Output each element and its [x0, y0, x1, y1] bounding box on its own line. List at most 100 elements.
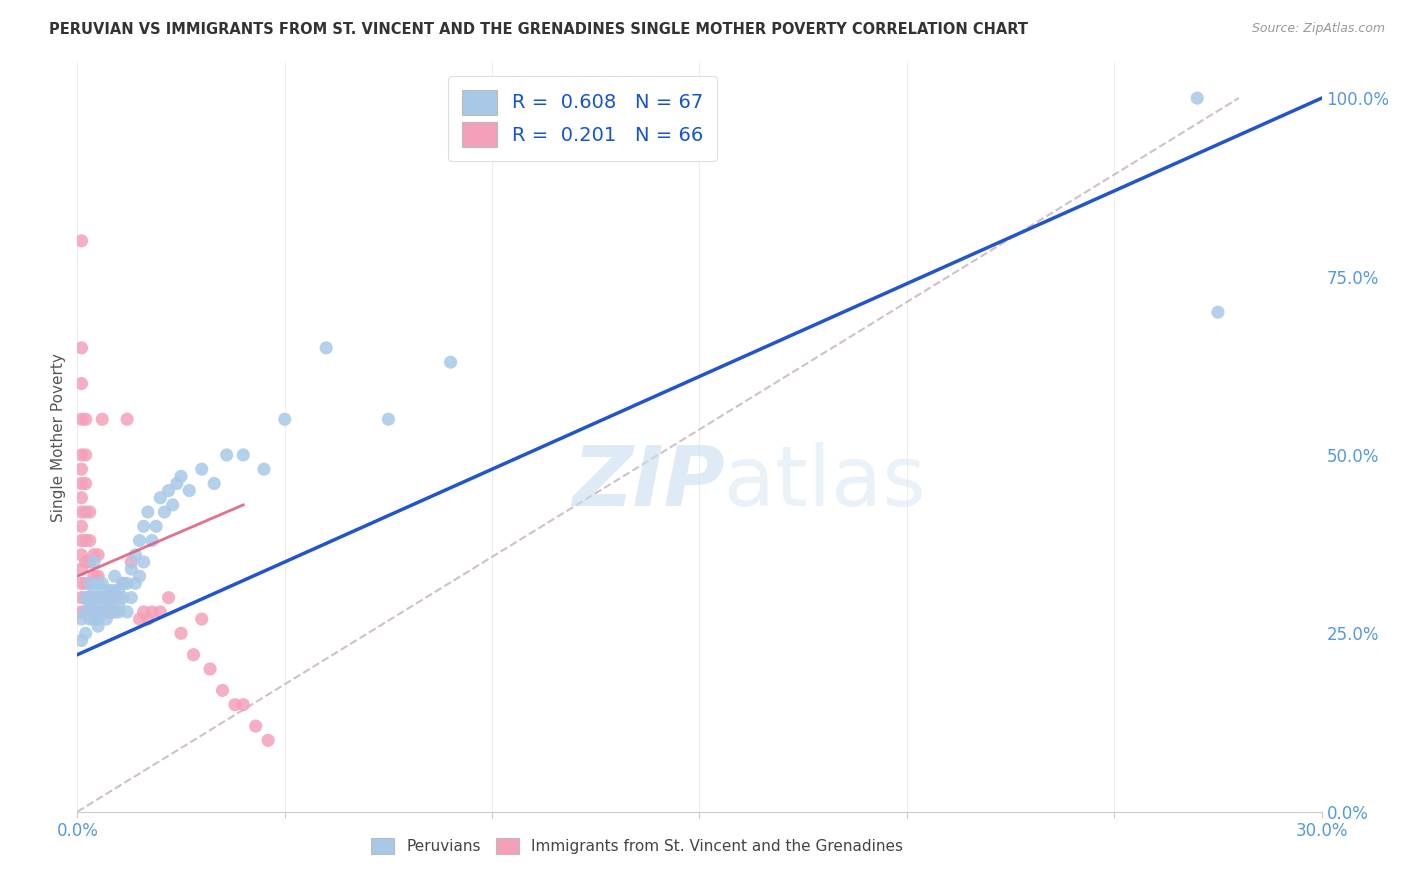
Point: [141, 605, 163, 619]
Point: [120, 555, 142, 569]
Point: [145, 519, 167, 533]
Point: [79, 598, 101, 612]
Point: [87, 576, 110, 591]
Point: [87, 605, 110, 619]
Point: [91, 591, 114, 605]
Point: [70, 376, 93, 391]
Text: Source: ZipAtlas.com: Source: ZipAtlas.com: [1251, 22, 1385, 36]
Point: [115, 576, 138, 591]
Point: [70, 548, 93, 562]
Point: [75, 605, 97, 619]
Point: [87, 591, 110, 605]
Point: [111, 576, 134, 591]
Point: [70, 605, 93, 619]
Point: [132, 555, 155, 569]
Point: [87, 591, 110, 605]
Point: [115, 412, 138, 426]
Point: [107, 591, 129, 605]
Point: [83, 612, 105, 626]
Point: [79, 612, 101, 626]
Point: [273, 412, 295, 426]
Point: [120, 591, 142, 605]
Point: [211, 683, 233, 698]
Point: [124, 548, 146, 562]
Point: [224, 698, 246, 712]
Point: [83, 555, 105, 569]
Point: [141, 533, 163, 548]
Point: [107, 605, 129, 619]
Point: [107, 583, 129, 598]
Point: [70, 519, 93, 533]
Point: [162, 498, 184, 512]
Point: [75, 533, 97, 548]
Point: [70, 412, 93, 426]
Point: [128, 612, 150, 626]
Point: [91, 412, 114, 426]
Point: [170, 469, 193, 483]
Point: [70, 448, 93, 462]
Point: [128, 533, 150, 548]
Point: [215, 448, 238, 462]
Point: [166, 476, 188, 491]
Point: [120, 562, 142, 576]
Point: [79, 555, 101, 569]
Point: [100, 591, 122, 605]
Point: [157, 591, 180, 605]
Point: [170, 626, 193, 640]
Point: [111, 576, 134, 591]
Point: [132, 605, 155, 619]
Point: [96, 591, 118, 605]
Point: [232, 698, 254, 712]
Point: [100, 583, 122, 598]
Point: [79, 591, 101, 605]
Point: [70, 612, 93, 626]
Text: ZIP: ZIP: [572, 442, 724, 523]
Point: [70, 476, 93, 491]
Text: PERUVIAN VS IMMIGRANTS FROM ST. VINCENT AND THE GRENADINES SINGLE MOTHER POVERTY: PERUVIAN VS IMMIGRANTS FROM ST. VINCENT …: [49, 22, 1028, 37]
Point: [198, 662, 221, 676]
Point: [75, 555, 97, 569]
Point: [136, 612, 159, 626]
Point: [79, 576, 101, 591]
Point: [70, 562, 93, 576]
Point: [245, 719, 267, 733]
Point: [136, 505, 159, 519]
Point: [75, 505, 97, 519]
Point: [132, 519, 155, 533]
Point: [1206, 305, 1229, 319]
Point: [79, 505, 101, 519]
Point: [75, 476, 97, 491]
Point: [104, 569, 127, 583]
Point: [190, 612, 214, 626]
Point: [70, 533, 93, 548]
Point: [83, 598, 105, 612]
Point: [100, 598, 122, 612]
Point: [107, 598, 129, 612]
Point: [439, 355, 461, 369]
Point: [83, 583, 105, 598]
Point: [190, 462, 214, 476]
Point: [75, 591, 97, 605]
Point: [70, 341, 93, 355]
Point: [183, 648, 205, 662]
Point: [87, 619, 110, 633]
Y-axis label: Single Mother Poverty: Single Mother Poverty: [51, 352, 66, 522]
Point: [79, 533, 101, 548]
Point: [75, 448, 97, 462]
Point: [75, 576, 97, 591]
Point: [111, 591, 134, 605]
Point: [91, 576, 114, 591]
Point: [115, 605, 138, 619]
Point: [104, 605, 127, 619]
Point: [149, 605, 172, 619]
Point: [315, 341, 337, 355]
Point: [91, 591, 114, 605]
Point: [70, 633, 93, 648]
Point: [83, 612, 105, 626]
Point: [377, 412, 399, 426]
Point: [70, 462, 93, 476]
Point: [87, 569, 110, 583]
Point: [96, 598, 118, 612]
Point: [83, 569, 105, 583]
Text: atlas: atlas: [724, 442, 927, 523]
